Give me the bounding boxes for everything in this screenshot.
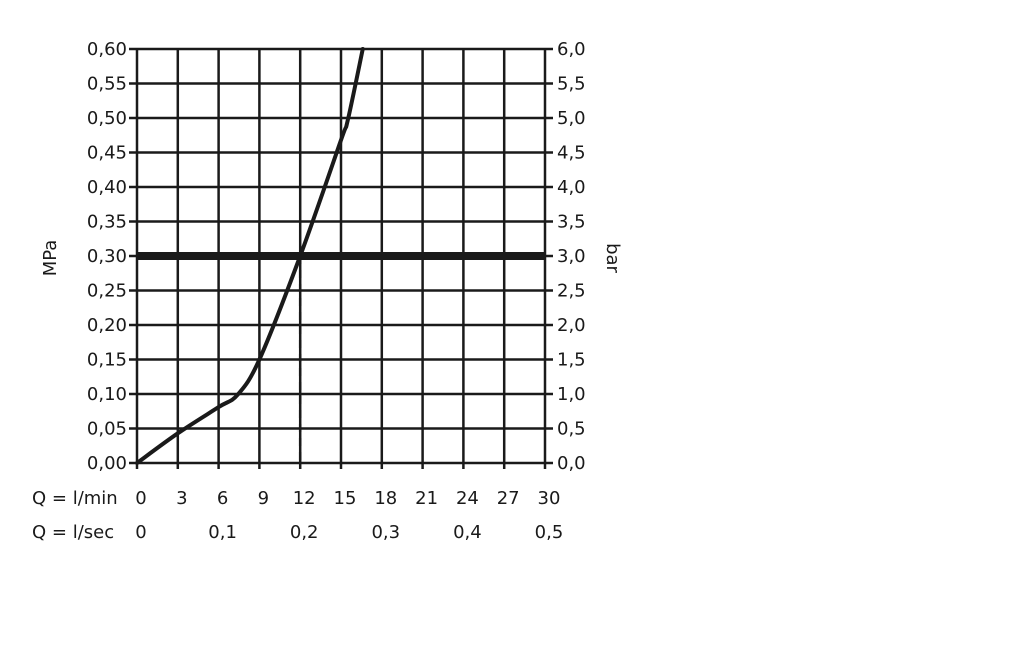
x-tick-label: 0,1 [208,522,237,543]
y-axis-label-right: bar [602,243,623,273]
y-tick-label-right: 3,0 [557,246,586,267]
y-tick-label-left: 0,30 [87,246,127,267]
x-tick-label: 0,4 [453,522,482,543]
x-tick-label: 0,3 [371,522,400,543]
flow-curve [135,47,365,465]
x-tick-label: 12 [293,488,316,509]
x-tick-label: 0,5 [535,522,564,543]
y-tick-label-left: 0,45 [87,143,127,164]
x-tick-label: 21 [415,488,438,509]
x-tick-label: 6 [217,488,228,509]
x-tick-label: 24 [456,488,479,509]
y-tick-label-left: 0,25 [87,281,127,302]
x-axis-label: Q = l/sec [32,522,114,543]
y-tick-label-right: 4,0 [557,177,586,198]
y-tick-label-left: 0,20 [87,315,127,336]
x-tick-label: 9 [258,488,269,509]
y-tick-label-right: 6,0 [557,39,586,60]
x-axis-label: Q = l/min [32,488,118,509]
y-tick-label-left: 0,55 [87,74,127,95]
y-tick-label-right: 1,5 [557,350,586,371]
y-tick-label-right: 2,5 [557,281,586,302]
x-tick-label: 27 [497,488,520,509]
y-tick-label-left: 0,05 [87,419,127,440]
x-tick-label: 30 [538,488,561,509]
y-tick-label-left: 0,35 [87,212,127,233]
x-tick-label: 0 [135,488,146,509]
y-tick-label-right: 3,5 [557,212,586,233]
y-tick-label-left: 0,60 [87,39,127,60]
y-tick-label-right: 5,5 [557,74,586,95]
y-tick-label-right: 4,5 [557,143,586,164]
y-axis-label-left: MPa [40,240,61,277]
y-tick-label-left: 0,10 [87,384,127,405]
x-tick-label: 15 [334,488,357,509]
y-tick-label-left: 0,40 [87,177,127,198]
y-tick-label-right: 1,0 [557,384,586,405]
x-tick-label: 0 [135,522,146,543]
y-tick-label-right: 0,0 [557,453,586,474]
y-tick-label-left: 0,00 [87,453,127,474]
y-tick-label-left: 0,15 [87,350,127,371]
y-tick-label-right: 2,0 [557,315,586,336]
x-tick-label: 3 [176,488,187,509]
y-tick-label-right: 0,5 [557,419,586,440]
y-tick-label-left: 0,50 [87,108,127,129]
y-tick-label-right: 5,0 [557,108,586,129]
x-tick-label: 18 [374,488,397,509]
x-tick-label: 0,2 [290,522,319,543]
